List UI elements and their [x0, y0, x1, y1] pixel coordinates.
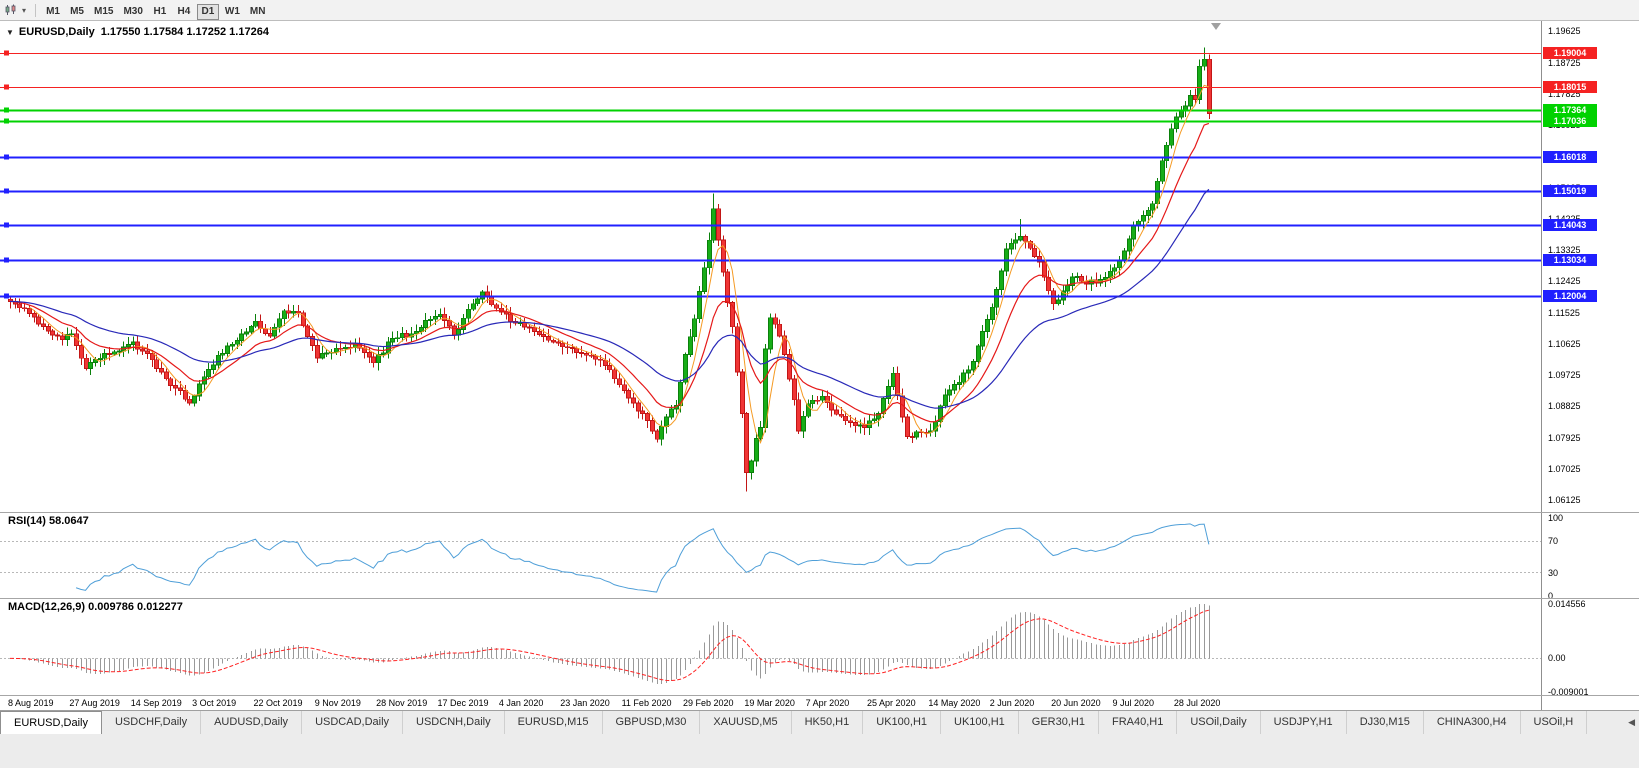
macd-scale-tick: 0.014556 [1548, 599, 1586, 609]
date-tick: 7 Apr 2020 [805, 698, 850, 708]
date-tick: 9 Nov 2019 [314, 698, 361, 708]
chart-tab-ger30-h1[interactable]: GER30,H1 [1018, 711, 1099, 734]
hline-price-box: 1.14043 [1543, 219, 1597, 232]
time-axis-line [0, 695, 1639, 696]
timeframe-button-m1[interactable]: M1 [46, 5, 60, 17]
date-tick: 29 Feb 2020 [682, 698, 734, 708]
date-tick: 17 Dec 2019 [437, 698, 489, 708]
price-tick: 1.07925 [1548, 432, 1581, 443]
price-tick: 1.11525 [1548, 307, 1580, 318]
toolbar-separator [35, 3, 37, 17]
price-tick: 1.06125 [1548, 495, 1581, 506]
timeframe-button-w1[interactable]: W1 [224, 5, 240, 17]
price-tick: 1.17825 [1548, 88, 1581, 99]
chart-canvas[interactable] [0, 0, 1541, 710]
chart-tab-usoil-daily[interactable]: USOil,Daily [1177, 711, 1261, 734]
chart-tab-uk100-h1[interactable]: UK100,H1 [941, 711, 1019, 734]
date-tick: 11 Feb 2020 [621, 698, 672, 708]
hline-price-box: 1.16018 [1543, 150, 1597, 163]
date-tick: 23 Jan 2020 [560, 698, 610, 708]
chart-symbol-label: EURUSD,Daily [18, 26, 95, 38]
hline-price-box: 1.18015 [1543, 81, 1597, 94]
macd-scale-tick: -0.009001 [1548, 687, 1589, 697]
price-tick: 1.13325 [1548, 245, 1581, 256]
macd-scale-tick: 0.00 [1548, 653, 1566, 664]
timeframe-button-h4[interactable]: H4 [177, 5, 191, 17]
chart-tab-usdjpy-h1[interactable]: USDJPY,H1 [1260, 711, 1347, 734]
date-tick: 28 Jul 2020 [1173, 698, 1221, 708]
date-tick: 14 Sep 2019 [130, 698, 182, 708]
chart-tab-eurusd-m15[interactable]: EURUSD,M15 [504, 711, 603, 734]
chart-type-icon[interactable] [3, 3, 21, 18]
chart-tab-eurusd-daily[interactable]: EURUSD,Daily [0, 711, 102, 734]
chart-tabs: EURUSD,Daily USDCHF,Daily AUDUSD,Daily USDC… [0, 711, 1639, 734]
hline-price-box: 1.19004 [1543, 46, 1597, 59]
date-tick: 19 Mar 2020 [744, 698, 795, 708]
chart-type-caret-icon[interactable]: ▾ [22, 5, 27, 15]
hline-price-box: 1.17036 [1543, 115, 1597, 128]
timeframe-toolbar: ▾ M1 M5 M15 M30 H1 H4 D1 W1 MN [0, 0, 1639, 21]
date-tick: 14 May 2020 [928, 698, 981, 708]
date-tick: 25 Apr 2020 [867, 698, 916, 708]
price-tick: 1.07025 [1548, 463, 1581, 474]
hline-price-box: 1.13034 [1543, 254, 1597, 267]
rsi-scale-tick: 70 [1548, 536, 1559, 547]
chart-tab-hk50-h1[interactable]: HK50,H1 [791, 711, 864, 734]
chart-tab-bar: EURUSD,Daily USDCHF,Daily AUDUSD,Daily USDC… [0, 710, 1639, 768]
tab-scroll-left-icon[interactable]: ◀ [1628, 717, 1635, 727]
chart-tab-gbpusd-m30[interactable]: GBPUSD,M30 [602, 711, 701, 734]
date-tick: 28 Nov 2019 [376, 698, 428, 708]
price-axis: 1.196251.187251.178251.169251.160251.151… [1541, 21, 1639, 710]
timeframe-button-m15[interactable]: M15 [94, 5, 114, 17]
hline-price-box: 1.15019 [1543, 185, 1597, 198]
timeframe-button-mn[interactable]: MN [249, 5, 266, 17]
timeframe-button-m30[interactable]: M30 [123, 5, 143, 17]
chart-tab-dj30-m15[interactable]: DJ30,M15 [1346, 711, 1424, 734]
date-tick: 27 Aug 2019 [69, 698, 120, 708]
chart-tab-xauusd-m5[interactable]: XAUUSD,M5 [700, 711, 792, 734]
price-tick: 1.09725 [1548, 370, 1581, 381]
date-tick: 3 Oct 2019 [192, 698, 237, 708]
macd-indicator-label: MACD(12,26,9) 0.009786 0.012277 [8, 601, 183, 613]
chart-tab-usoil-h[interactable]: USOil,H [1520, 711, 1588, 734]
timeframe-buttons-group: M1 M5 M15 M30 H1 H4 D1 W1 MN [41, 1, 270, 20]
date-tick: 9 Jul 2020 [1112, 698, 1155, 708]
rsi-indicator-label: RSI(14) 58.0647 [8, 515, 89, 527]
date-tick: 4 Jan 2020 [498, 698, 544, 708]
price-tick: 1.19625 [1548, 26, 1581, 37]
date-tick: 8 Aug 2019 [8, 698, 54, 708]
collapse-icon[interactable]: ▼ [6, 28, 14, 37]
price-tick: 1.18725 [1548, 57, 1581, 68]
chart-tab-audusd-daily[interactable]: AUDUSD,Daily [201, 711, 303, 734]
date-tick: 2 Jun 2020 [989, 698, 1035, 708]
hline-price-box: 1.17364 [1543, 103, 1597, 116]
time-axis: 8 Aug 2019 27 Aug 2019 14 Sep 2019 3 Oct 20… [0, 698, 1541, 710]
rsi-scale-tick: 0 [1548, 591, 1554, 601]
chart-tab-fra40-h1[interactable]: FRA40,H1 [1098, 711, 1178, 734]
chart-tab-usdchf-daily[interactable]: USDCHF,Daily [101, 711, 202, 734]
date-tick: 22 Oct 2019 [253, 698, 303, 708]
price-tick: 1.10625 [1548, 338, 1581, 349]
timeframe-button-m5[interactable]: M5 [70, 5, 84, 17]
chart-header: ▼ EURUSD,Daily 1.17550 1.17584 1.17252 1.1… [6, 26, 269, 38]
date-tick: 20 Jun 2020 [1051, 698, 1101, 708]
price-tick: 1.12425 [1548, 276, 1581, 287]
panel-divider[interactable] [0, 512, 1639, 513]
hline-price-box: 1.12004 [1543, 290, 1597, 303]
chart-ohlc-values: 1.17550 1.17584 1.17252 1.17264 [100, 26, 269, 38]
timeframe-button-h1[interactable]: H1 [153, 5, 167, 17]
timeframe-button-d1[interactable]: D1 [196, 3, 219, 20]
chart-tab-china300-h4[interactable]: CHINA300,H4 [1423, 711, 1521, 734]
chart-tab-usdcnh-daily[interactable]: USDCNH,Daily [403, 711, 505, 734]
chart-tab-uk100-h1[interactable]: UK100,H1 [863, 711, 942, 734]
price-tick: 1.08825 [1548, 401, 1581, 412]
rsi-scale-tick: 30 [1548, 567, 1559, 578]
chart-tab-usdcad-daily[interactable]: USDCAD,Daily [302, 711, 404, 734]
price-tick: 1.14225 [1548, 214, 1581, 224]
rsi-scale-tick: 100 [1548, 513, 1564, 523]
panel-divider[interactable] [0, 598, 1639, 599]
